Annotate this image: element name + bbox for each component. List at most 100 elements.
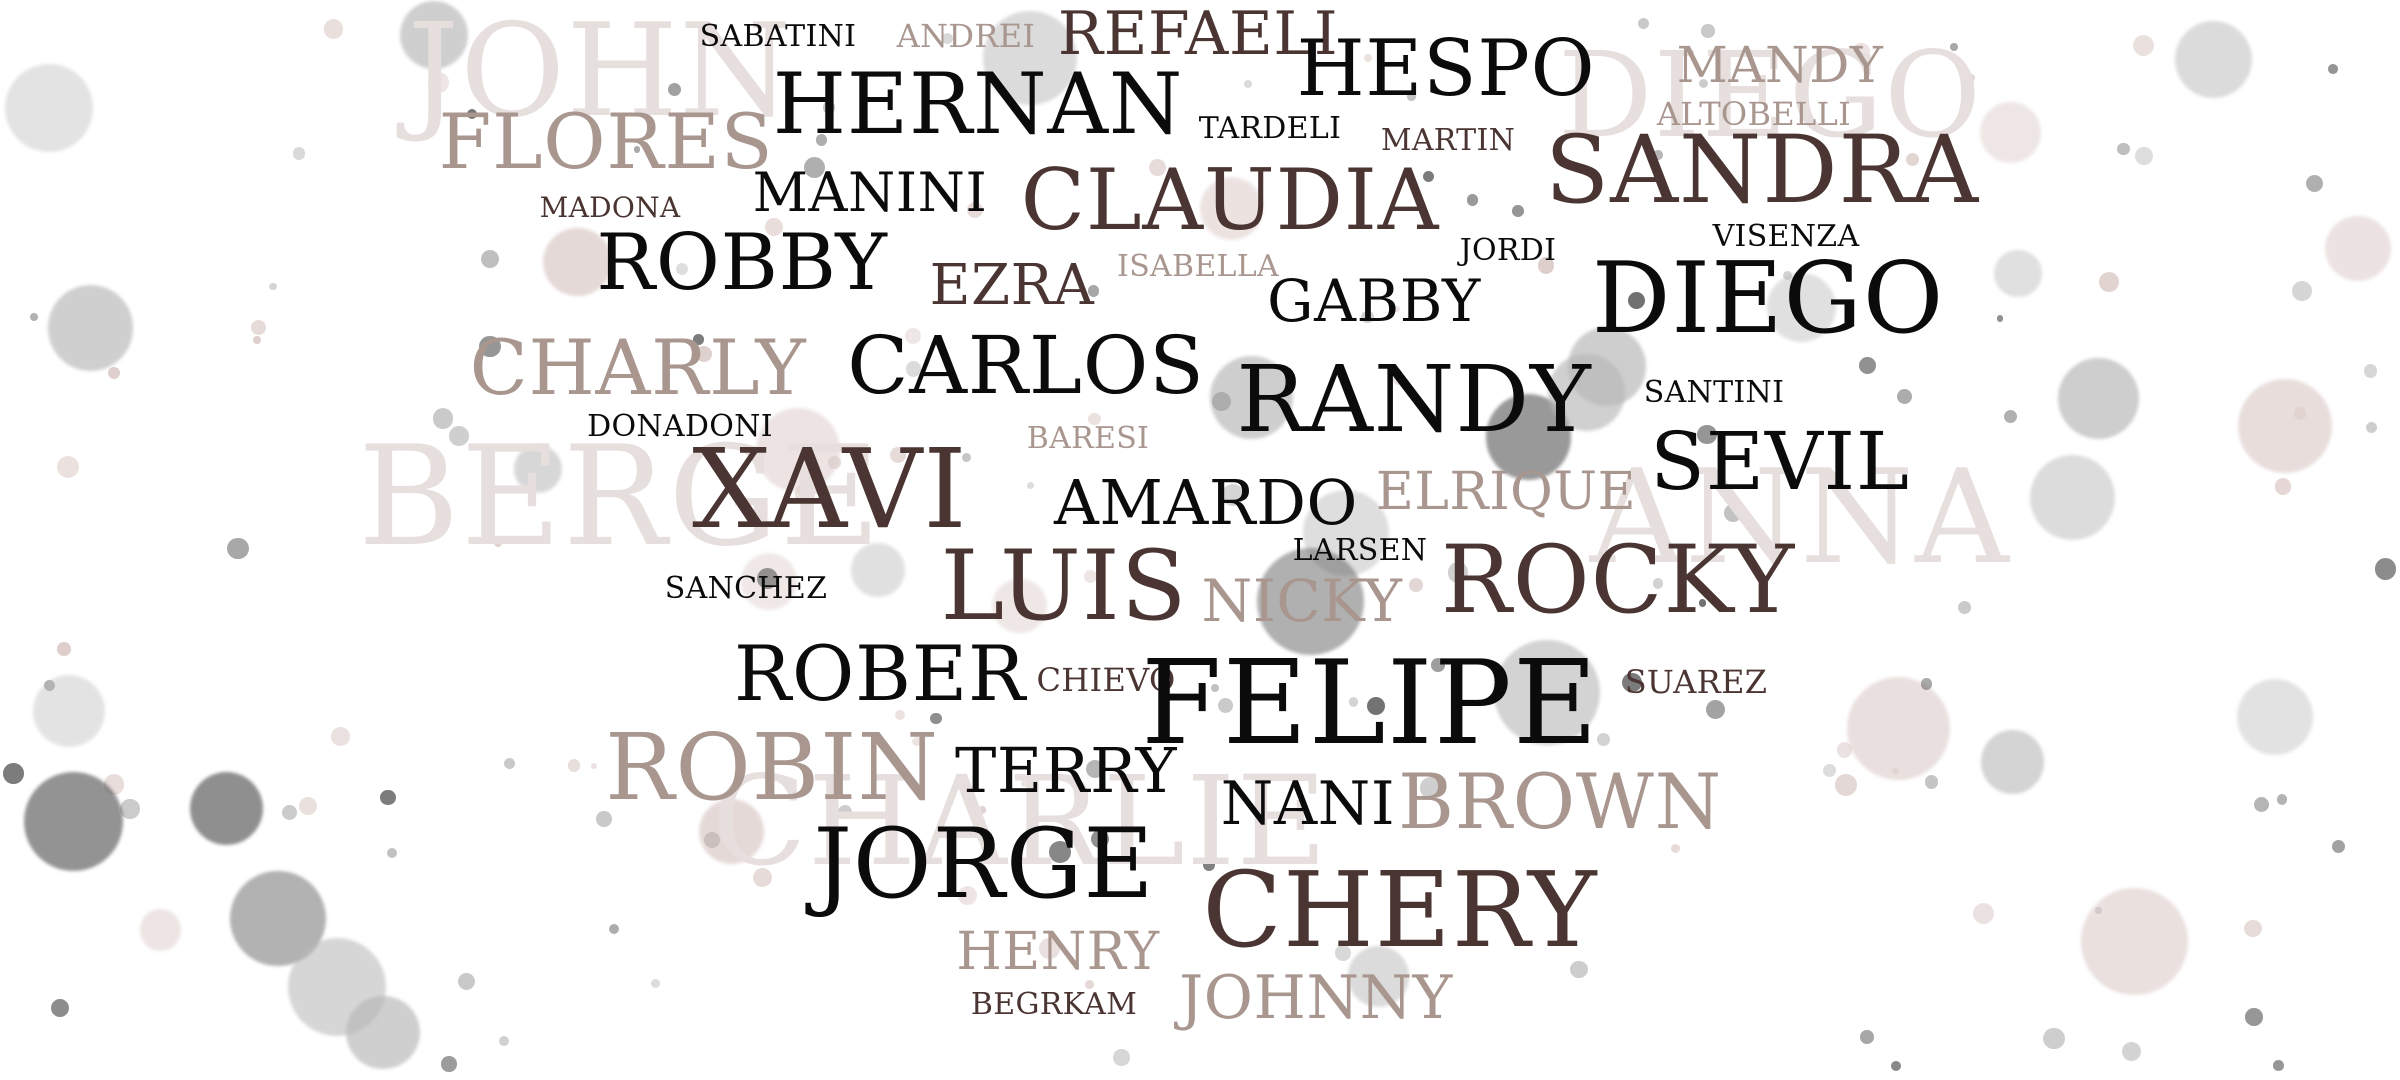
word-randy: RANDY bbox=[1236, 346, 1592, 453]
bokeh-dot bbox=[967, 202, 984, 219]
bokeh-dot bbox=[1622, 672, 1642, 693]
bokeh-dot bbox=[1113, 1049, 1130, 1066]
bokeh-dot bbox=[1897, 388, 1913, 405]
bokeh-dot bbox=[823, 101, 836, 114]
bokeh-dot bbox=[1996, 315, 2003, 322]
bokeh-dot bbox=[1652, 149, 1663, 160]
word-johnny: JOHNNY bbox=[1179, 963, 1453, 1033]
bokeh-dot bbox=[804, 156, 826, 178]
bokeh-dot bbox=[1083, 570, 1097, 584]
bokeh-dot bbox=[2236, 679, 2313, 756]
bokeh-dot bbox=[894, 709, 905, 720]
bokeh-dot bbox=[1627, 291, 1645, 310]
bokeh-dot bbox=[1906, 153, 1920, 167]
bokeh-dot bbox=[1822, 763, 1836, 778]
bokeh-dot bbox=[108, 367, 121, 380]
bokeh-dot bbox=[838, 804, 853, 819]
bokeh-dot bbox=[2363, 364, 2378, 378]
bokeh-dot bbox=[905, 328, 922, 345]
bokeh-dot bbox=[2175, 21, 2253, 99]
bokeh-dot bbox=[1859, 357, 1877, 374]
word-robin: ROBIN bbox=[605, 714, 939, 821]
bokeh-dot bbox=[1257, 547, 1365, 655]
word-tardeli: TARDELI bbox=[1198, 111, 1342, 146]
bokeh-dot bbox=[1407, 92, 1416, 102]
bokeh-dot bbox=[667, 83, 681, 97]
bokeh-dot bbox=[1537, 257, 1555, 274]
bokeh-dot bbox=[2122, 1042, 2142, 1062]
bokeh-dot bbox=[596, 811, 612, 827]
bokeh-dot bbox=[1288, 199, 1295, 206]
bokeh-dot bbox=[56, 456, 79, 479]
bokeh-dot bbox=[1548, 354, 1625, 431]
bokeh-dot bbox=[282, 804, 298, 820]
bokeh-dot bbox=[2117, 142, 2130, 155]
word-terry: TERRY bbox=[954, 734, 1178, 807]
bokeh-dot bbox=[1091, 830, 1110, 849]
bokeh-dot bbox=[2327, 64, 2338, 74]
bokeh-dot bbox=[957, 885, 977, 905]
bokeh-dot bbox=[651, 979, 661, 989]
word-chievo: CHIEVO bbox=[1036, 661, 1176, 699]
bokeh-dot bbox=[1085, 759, 1105, 779]
bokeh-dot bbox=[2293, 407, 2307, 420]
bokeh-dot bbox=[1980, 730, 2045, 795]
bokeh-dot bbox=[50, 998, 69, 1017]
word-robby: ROBBY bbox=[596, 218, 888, 308]
bokeh-dot bbox=[1973, 902, 1995, 925]
bokeh-dot bbox=[1149, 159, 1167, 176]
bokeh-dot bbox=[1420, 777, 1442, 799]
word-suarez: SUAREZ bbox=[1624, 663, 1768, 701]
word-gabby: GABBY bbox=[1267, 267, 1481, 335]
bokeh-dot bbox=[692, 334, 704, 346]
bokeh-dot bbox=[978, 806, 987, 815]
bokeh-dot bbox=[1218, 697, 1234, 713]
bokeh-dot bbox=[2331, 839, 2346, 854]
bokeh-dot bbox=[590, 763, 597, 770]
bokeh-dot bbox=[458, 973, 476, 991]
word-sevil: SEVIL bbox=[1650, 415, 1910, 508]
bokeh-dot bbox=[1836, 742, 1853, 758]
bokeh-dot bbox=[1210, 683, 1219, 692]
bokeh-dot bbox=[1210, 355, 1294, 439]
word-martin: MARTIN bbox=[1380, 123, 1516, 158]
bokeh-dot bbox=[1698, 599, 1707, 608]
word-chery: CHERY bbox=[1202, 849, 1598, 971]
word-sanchez: SANCHEZ bbox=[664, 571, 828, 606]
bokeh-dot bbox=[1723, 504, 1742, 523]
word-jorge: JORGE bbox=[813, 808, 1155, 920]
word-john-ghost: JOHN bbox=[407, 0, 793, 146]
bokeh-dot bbox=[1924, 775, 1939, 789]
bokeh-dot bbox=[1084, 980, 1094, 989]
bokeh-dot bbox=[1596, 733, 1610, 747]
bokeh-dot bbox=[1511, 205, 1524, 218]
bokeh-dot bbox=[2029, 454, 2115, 540]
bokeh-dot bbox=[1367, 696, 1386, 716]
bokeh-dot bbox=[2273, 1060, 2284, 1071]
bokeh-dot bbox=[287, 937, 387, 1037]
bokeh-dot bbox=[1891, 1060, 1902, 1071]
word-felipe: FELIPE bbox=[1141, 636, 1599, 771]
bokeh-dot bbox=[2003, 409, 2017, 423]
bokeh-dot bbox=[1957, 601, 1971, 615]
bokeh-dot bbox=[2245, 1008, 2263, 1026]
bokeh-dot bbox=[503, 758, 515, 770]
bokeh-dot bbox=[47, 285, 134, 371]
bokeh-dot bbox=[2099, 272, 2120, 293]
bokeh-dot bbox=[1892, 768, 1899, 775]
word-isabella: ISABELLA bbox=[1117, 249, 1279, 284]
bokeh-dot bbox=[962, 453, 972, 463]
bokeh-dot bbox=[1347, 945, 1409, 1007]
bokeh-dot bbox=[1222, 484, 1244, 506]
bokeh-dot bbox=[1783, 271, 1793, 281]
bokeh-dot bbox=[3, 763, 24, 784]
bokeh-dot bbox=[1699, 79, 1709, 89]
bokeh-dot bbox=[1652, 578, 1664, 590]
word-andrei: ANDREI bbox=[896, 17, 1036, 55]
bokeh-dot bbox=[941, 32, 953, 44]
bokeh-dot bbox=[1860, 1030, 1875, 1044]
bokeh-dot bbox=[226, 537, 249, 560]
word-sabatini: SABATINI bbox=[699, 19, 857, 54]
bokeh-dot bbox=[269, 282, 278, 291]
bokeh-dot bbox=[24, 772, 123, 871]
